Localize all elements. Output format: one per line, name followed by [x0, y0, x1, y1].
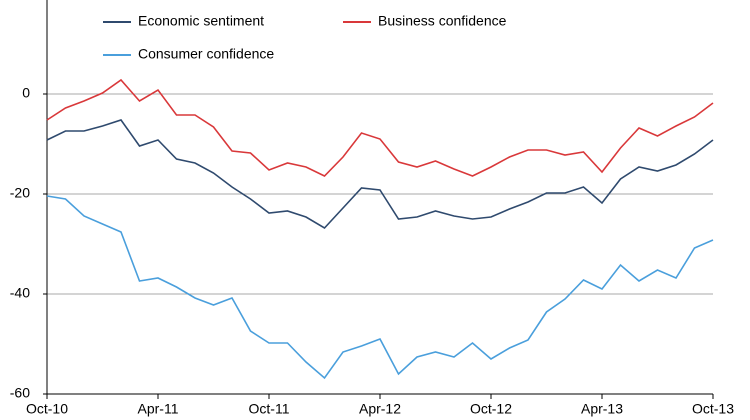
y-tick-label: -60	[10, 385, 30, 401]
x-tick-label: Oct-13	[692, 401, 734, 417]
series-line	[46, 78, 714, 177]
x-tick-label: Apr-11	[138, 401, 179, 417]
x-tick-label: Apr-12	[359, 401, 401, 417]
x-tick-label: Oct-12	[470, 401, 512, 417]
legend-label: Business confidence	[378, 13, 507, 29]
x-tick-label: Oct-11	[249, 401, 290, 417]
legend-label: Economic sentiment	[138, 13, 264, 29]
x-tick-label: Oct-10	[26, 401, 68, 417]
y-tick-label: 0	[22, 85, 30, 101]
series-line	[46, 119, 714, 230]
y-tick-label: 20	[14, 0, 30, 1]
legend-label: Consumer confidence	[138, 46, 274, 62]
series-line	[46, 195, 714, 380]
y-tick-label: -40	[10, 285, 30, 301]
y-tick-label: -20	[10, 185, 30, 201]
x-tick-label: Apr-13	[581, 401, 623, 417]
